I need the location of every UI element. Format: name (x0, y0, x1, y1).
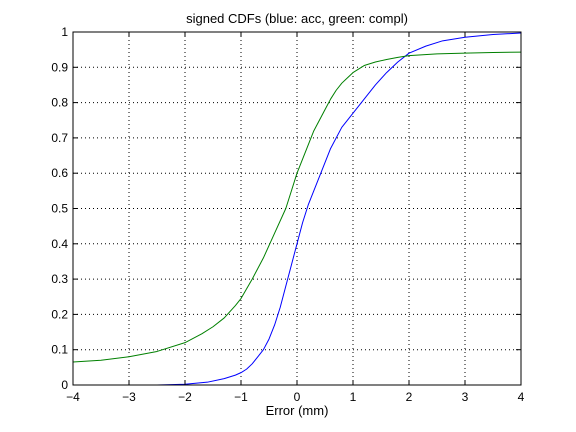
y-tick-label: 0.1 (51, 343, 68, 357)
y-tick-label: 0.9 (51, 60, 68, 74)
x-tick-label: 3 (462, 390, 469, 404)
series-line-green (72, 51, 522, 363)
x-tick-label: 2 (406, 390, 413, 404)
x-tick-label: −3 (122, 390, 136, 404)
series-line-blue (73, 32, 522, 386)
y-tick-label: 0.3 (51, 272, 68, 286)
tick-labels: −4 −3 −2 −1 0 1 2 3 4 0 0.1 0.2 0.3 0.4 0.5 0.6 0.7 0.8 0.… (51, 25, 524, 404)
x-tick-label: −1 (234, 390, 248, 404)
y-tick-label: 1 (61, 25, 68, 39)
y-tick-label: 0.4 (51, 237, 68, 251)
x-tick-label: −4 (66, 390, 80, 404)
x-tick-label: −2 (178, 390, 192, 404)
y-tick-label: 0.8 (51, 96, 68, 110)
y-tick-label: 0.6 (51, 166, 68, 180)
x-tick-label: 1 (350, 390, 357, 404)
x-tick-label: 4 (518, 390, 525, 404)
y-tick-label: 0.2 (51, 307, 68, 321)
y-tick-label: 0 (61, 378, 68, 392)
x-tick-label: 0 (294, 390, 301, 404)
y-tick-label: 0.7 (51, 131, 68, 145)
ticks (72, 31, 522, 386)
chart-title: signed CDFs (blue: acc, green: compl) (186, 11, 408, 26)
series-layer (72, 32, 522, 386)
x-axis-label: Error (mm) (266, 403, 329, 418)
y-tick-label: 0.5 (51, 202, 68, 216)
